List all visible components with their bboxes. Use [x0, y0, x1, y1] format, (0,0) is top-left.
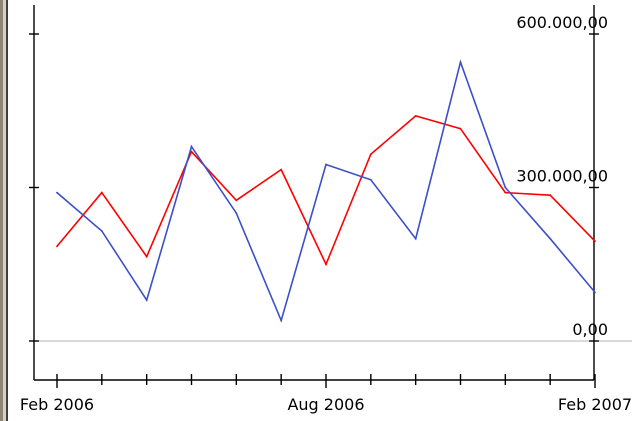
data-point	[414, 237, 417, 240]
data-point	[459, 127, 462, 130]
data-point	[56, 245, 58, 248]
data-point	[549, 237, 552, 240]
data-point	[369, 153, 372, 156]
data-point	[280, 168, 283, 171]
y-tick-label: 600.000,00	[516, 13, 608, 32]
x-tick-label: Aug 2006	[287, 395, 364, 414]
data-point	[504, 191, 507, 194]
data-point	[549, 194, 552, 197]
x-tick-label: Feb 2007	[558, 395, 632, 414]
data-point	[235, 212, 238, 214]
data-point	[235, 199, 238, 202]
data-point	[190, 150, 193, 153]
y-tick-label: 300.000,00	[516, 167, 608, 186]
series-line-1	[56, 115, 596, 267]
data-point	[145, 255, 148, 258]
data-point	[414, 114, 417, 117]
data-point	[280, 319, 283, 322]
data-point	[325, 163, 327, 166]
tick-labels: 0,00 300.000,00 600.000,00 Feb 2006 Aug 2006…	[20, 13, 632, 414]
data-point	[190, 145, 193, 148]
window-edge	[0, 0, 10, 421]
x-tick-label: Feb 2006	[20, 395, 94, 414]
data-point	[325, 263, 327, 266]
data-point	[594, 240, 596, 243]
data-point	[504, 186, 507, 189]
axes	[29, 5, 632, 388]
data-point	[594, 291, 596, 294]
data-point	[100, 230, 103, 232]
data-point	[459, 61, 462, 64]
series-line-2	[56, 59, 596, 323]
data-point	[56, 191, 58, 194]
y-tick-label: 0,00	[572, 320, 608, 339]
data-point	[100, 191, 103, 194]
data-point	[145, 299, 148, 301]
data-point	[369, 178, 372, 181]
series-layer	[56, 59, 596, 323]
